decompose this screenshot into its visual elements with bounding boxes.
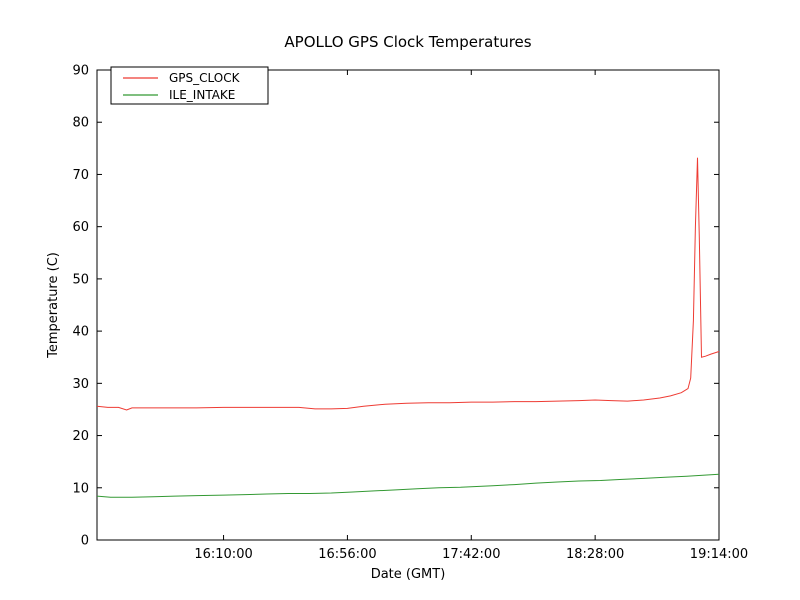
legend-box (110, 66, 269, 105)
x-tick-label: 16:56:00 (318, 547, 376, 562)
x-tick-label: 18:28:00 (566, 547, 624, 562)
series-line-ile-intake (96, 473, 720, 498)
y-tick-label: 20 (72, 429, 89, 444)
legend-label-ile-intake: ILE_INTAKE (169, 88, 235, 102)
x-axis-label: Date (GMT) (371, 567, 446, 582)
legend-label-gps-clock: GPS_CLOCK (169, 71, 241, 85)
y-tick-label: 40 (72, 325, 89, 340)
y-tick-label: 60 (72, 220, 89, 235)
x-tick-label: 17:42:00 (442, 547, 500, 562)
x-tick-label: 16:10:00 (194, 547, 252, 562)
y-axis-label: Temperature (C) (46, 252, 61, 359)
chart-title: APOLLO GPS Clock Temperatures (284, 33, 531, 51)
y-tick-label: 90 (72, 64, 89, 79)
y-tick-label: 0 (81, 534, 89, 549)
y-tick-label: 50 (72, 272, 89, 287)
series-line-gps-clock (96, 157, 720, 411)
plot-frame (96, 69, 720, 541)
plot-area (96, 157, 720, 498)
y-tick-label: 80 (72, 116, 89, 131)
axis-ticks: 0 10 20 30 40 50 60 70 80 90 16:10:00 16:56:00 17:42… (72, 64, 748, 563)
x-tick-label: 19:14:00 (690, 547, 748, 562)
y-tick-label: 70 (72, 168, 89, 183)
y-tick-label: 10 (72, 481, 89, 496)
legend: GPS_CLOCK ILE_INTAKE (110, 66, 269, 105)
y-tick-label: 30 (72, 377, 89, 392)
